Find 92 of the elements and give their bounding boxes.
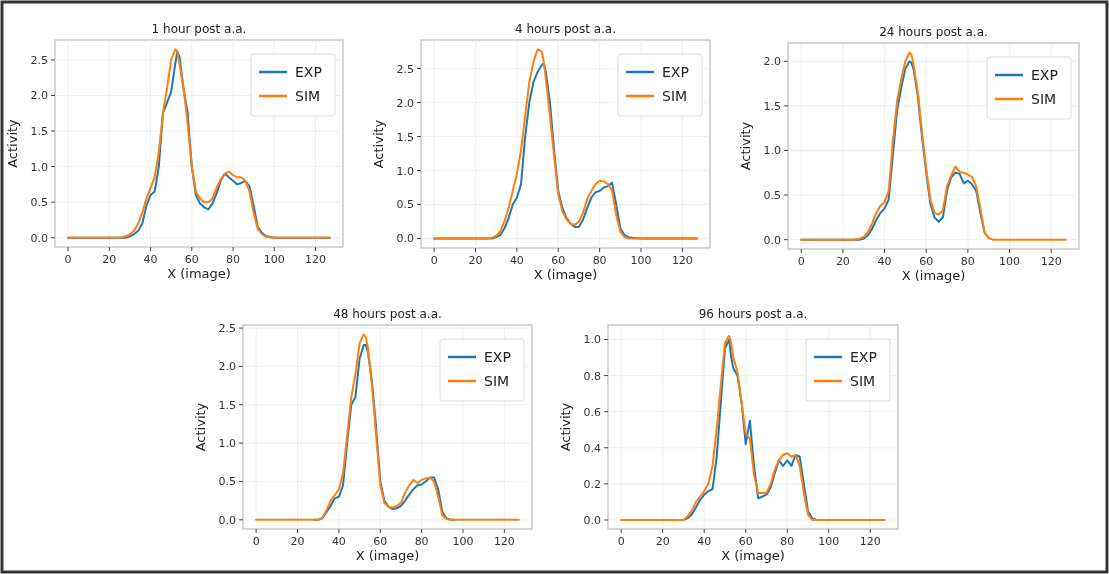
x-tick-label: 0 <box>617 535 625 548</box>
x-tick-label: 120 <box>304 253 326 266</box>
x-tick-label: 40 <box>509 254 524 267</box>
x-tick-label: 20 <box>835 255 850 268</box>
y-tick-label: 0.0 <box>30 231 48 245</box>
x-tick-label: 100 <box>452 535 474 548</box>
y-axis-title: Activity <box>371 119 386 169</box>
x-tick-label: 20 <box>290 535 305 548</box>
x-tick-label: 100 <box>263 253 285 266</box>
x-tick-label: 60 <box>919 255 934 268</box>
y-tick-label: 1.0 <box>396 164 414 178</box>
x-tick-label: 60 <box>184 253 199 266</box>
y-tick-label: 0.2 <box>583 477 601 491</box>
x-tick-label: 40 <box>331 535 346 548</box>
y-tick-label: 2.5 <box>218 322 236 336</box>
chart-title: 24 hours post a.a. <box>879 25 988 39</box>
x-axis-title: X (image) <box>167 266 231 281</box>
line-series <box>255 333 520 521</box>
y-axis-title: Activity <box>5 118 20 168</box>
y-tick-label: 0.5 <box>218 475 236 489</box>
x-tick-label: 40 <box>877 255 892 268</box>
legend-label: EXP <box>295 64 322 80</box>
y-tick-label: 0.5 <box>763 189 781 203</box>
x-tick-label: 80 <box>780 535 795 548</box>
x-tick-label: 80 <box>592 254 607 267</box>
y-tick-label: 2.0 <box>30 89 48 103</box>
y-tick-label: 0.0 <box>583 513 601 527</box>
y-tick-label: 0.0 <box>763 233 781 247</box>
x-tick-label: 100 <box>630 254 652 267</box>
legend-label: SIM <box>295 88 321 104</box>
x-tick-label: 20 <box>468 254 483 267</box>
legend-label: EXP <box>850 349 877 365</box>
x-axis-title: X (image) <box>355 548 420 563</box>
y-tick-label: 1.0 <box>30 160 48 174</box>
x-tick-label: 60 <box>551 254 566 267</box>
legend-label: EXP <box>484 349 511 365</box>
x-axis-title: X (image) <box>901 268 966 283</box>
y-tick-label: 2.0 <box>763 55 781 69</box>
legend-label: SIM <box>850 373 876 389</box>
chart-title: 96 hours post a.a. <box>698 307 808 321</box>
x-tick-label: 120 <box>493 535 515 548</box>
y-axis-title: Activity <box>558 402 573 452</box>
y-tick-label: 2.0 <box>396 96 414 110</box>
y-tick-label: 0.4 <box>583 441 601 455</box>
y-tick-label: 2.5 <box>396 62 414 76</box>
legend-label: SIM <box>1031 91 1057 107</box>
legend-label: SIM <box>662 88 688 104</box>
x-tick-label: 80 <box>960 255 975 268</box>
y-axis-title: Activity <box>738 121 753 171</box>
legend-label: EXP <box>1031 67 1058 83</box>
y-tick-label: 1.0 <box>218 437 236 451</box>
x-tick-label: 0 <box>797 255 805 268</box>
legend-label: EXP <box>662 64 689 80</box>
chart-title: 1 hour post a.a. <box>151 22 247 36</box>
x-axis-title: X (image) <box>533 267 598 282</box>
x-tick-label: 40 <box>143 253 158 266</box>
x-tick-label: 60 <box>738 535 753 548</box>
y-tick-label: 0.0 <box>396 232 414 246</box>
x-axis-title: X (image) <box>721 548 785 563</box>
y-tick-label: 1.5 <box>218 398 236 412</box>
y-tick-label: 0.6 <box>583 405 601 419</box>
x-tick-label: 120 <box>1040 255 1062 268</box>
chart-title: 4 hours post a.a. <box>514 22 617 36</box>
x-tick-label: 100 <box>999 255 1021 268</box>
y-tick-label: 1.5 <box>763 99 781 113</box>
x-tick-label: 100 <box>818 535 840 548</box>
x-tick-label: 0 <box>64 253 72 266</box>
line-series <box>620 334 886 521</box>
x-tick-label: 0 <box>252 535 260 548</box>
x-tick-label: 20 <box>655 535 670 548</box>
y-tick-label: 0.5 <box>30 196 48 210</box>
x-tick-label: 0 <box>430 254 438 267</box>
x-tick-label: 120 <box>671 254 693 267</box>
y-tick-label: 2.5 <box>30 53 48 67</box>
line-series <box>800 51 1067 241</box>
y-tick-label: 1.0 <box>583 333 601 347</box>
x-tick-label: 40 <box>697 535 712 548</box>
x-tick-label: 80 <box>226 253 241 266</box>
x-tick-label: 120 <box>859 535 881 548</box>
y-tick-label: 2.0 <box>218 360 236 374</box>
x-tick-label: 20 <box>102 253 117 266</box>
y-tick-label: 0.8 <box>583 369 601 383</box>
y-tick-label: 0.0 <box>218 513 236 527</box>
y-tick-label: 1.5 <box>396 130 414 144</box>
y-tick-label: 0.5 <box>396 198 414 212</box>
y-axis-title: Activity <box>193 402 208 452</box>
chart-title: 48 hours post a.a. <box>333 307 442 321</box>
y-tick-label: 1.0 <box>763 144 781 158</box>
y-tick-label: 1.5 <box>30 125 48 139</box>
x-tick-label: 60 <box>373 535 388 548</box>
x-tick-label: 80 <box>414 535 429 548</box>
legend-label: SIM <box>484 373 510 389</box>
